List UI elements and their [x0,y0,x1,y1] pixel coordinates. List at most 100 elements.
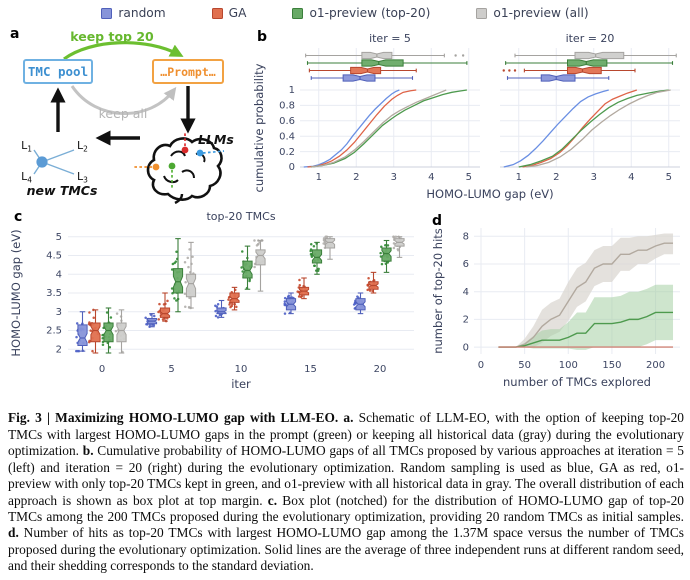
panel-a-letter: a [10,26,20,42]
cdf-curves [503,89,671,168]
brain-icon [134,131,225,204]
cdf-random [503,89,609,168]
svg-text:0: 0 [289,162,295,173]
svg-text:5: 5 [466,172,472,183]
panel-b-ylabel: cumulative probability [252,63,266,192]
box-series-ga [87,271,379,354]
svg-text:0: 0 [99,364,105,375]
panel-a-schematic: keep top 20 keep all TMC pool …Prompt… [21,29,234,204]
legend-label-o1-all: o1-preview (all) [493,6,589,20]
legend-swatch-o1-top20 [292,7,304,19]
cdf-curves [303,89,467,168]
legend-swatch-random [101,7,113,19]
cdf-ga [522,89,638,168]
svg-text:15: 15 [304,364,317,375]
grid [68,236,414,350]
svg-text:0.4: 0.4 [279,131,295,142]
svg-text:5: 5 [666,172,672,183]
figure-caption: Fig. 3 | Maximizing HOMO-LUMO gap with L… [8,410,684,574]
band-o1_top20 [498,284,674,350]
box-series-o1_top20 [101,238,392,354]
svg-text:50: 50 [518,360,531,371]
svg-text:1: 1 [289,85,295,96]
svg-text:5: 5 [56,232,62,243]
subplot-title: iter = 20 [566,32,615,45]
svg-text:0: 0 [478,360,484,371]
legend-item-o1-all: o1-preview (all) [476,6,589,20]
svg-text:3: 3 [391,172,397,183]
svg-text:150: 150 [602,360,621,371]
tmc-pool-label: TMC pool [28,64,88,79]
panel-c-chart: top-20 TMCs HOMO-LUMO gap (eV) iter 2 2.5 3 3.… [9,210,414,391]
panel-d-letter: d [432,213,443,229]
svg-text:2.5: 2.5 [46,326,62,337]
svg-text:20: 20 [374,364,387,375]
box-series-random [75,292,366,353]
mean-line-o1_top20 [498,311,674,348]
cdf-o1_top20 [518,89,669,168]
panel-b-xlabel: HOMO-LUMO gap (eV) [426,187,553,201]
llms-label: LLMs [198,132,234,147]
svg-text:200: 200 [646,360,665,371]
panel-c-xlabel: iter [231,377,251,391]
legend-swatch-ga [211,7,223,19]
keep-all-arrow [70,85,177,115]
cdf-o1_all [526,89,671,168]
panel-c: c top-20 TMCs HOMO-LUMO gap (eV) iter 2 2.5 3… [6,206,430,396]
svg-text:4: 4 [628,172,634,183]
panel-d: d number of top-20 hits number of TMCs ex… [430,206,688,396]
legend-label-o1-top20: o1-preview (top-20) [309,6,431,20]
marginal-boxes [305,51,468,82]
subplot-title: iter = 5 [369,32,411,45]
keep-top-20-label: keep top 20 [70,29,154,44]
cdf-ga [307,89,417,168]
panel-b-chart: cumulative probability HOMO-LUMO gap (eV)… [252,32,680,201]
blue-pin [196,149,204,157]
cdf-random [303,89,400,168]
caption-bold-text: d. [8,525,19,541]
svg-text:0: 0 [463,342,469,353]
keep-all-label: keep all [99,106,148,121]
ligand-label-2: L2 [77,139,88,154]
svg-text:2: 2 [463,315,469,326]
red-pin [181,146,189,154]
mean-line-o1_all [498,242,674,348]
ligand-label-4: L4 [21,170,32,185]
cdf-o1_all [311,89,447,168]
caption-text: Box plot (notched) for the distribution … [8,492,684,524]
keep-top-20-arrow [63,41,184,61]
svg-text:10: 10 [235,364,248,375]
panel-b-letter: b [257,29,268,45]
caption-text: Cumulative probability of HOMO-LUMO gaps… [8,443,684,508]
panel-d-xlabel: number of TMCs explored [503,375,651,389]
green-pin [168,162,176,170]
caption-bold-text: b. [82,443,94,459]
caption-bold-text: c. [267,492,278,508]
figure-legend: random GA o1-preview (top-20) o1-preview… [0,6,690,20]
panel-c-title: top-20 TMCs [206,210,275,223]
svg-text:4.5: 4.5 [46,251,62,262]
caption-bold-text: Fig. 3 | Maximizing HOMO-LUMO gap with L… [8,410,354,426]
panel-c-letter: c [14,209,23,225]
svg-text:1: 1 [516,172,522,183]
legend-item-random: random [101,6,166,20]
caption-text: Number of hits as top-20 TMCs with large… [8,525,684,574]
box-series-o1_all [114,235,405,354]
svg-text:2: 2 [56,344,62,355]
svg-text:3: 3 [56,307,62,318]
svg-text:5: 5 [168,364,174,375]
svg-text:4: 4 [463,287,469,298]
blue-pin-stem [202,150,225,154]
metal-center [36,156,48,168]
mean-lines [498,242,674,348]
caption-text: Schematic of LLM-EO, with the option of … [8,410,684,459]
svg-text:0.8: 0.8 [279,101,295,112]
svg-text:2: 2 [553,172,559,183]
panel-c-ylabel: HOMO-LUMO gap (eV) [9,229,23,356]
ligand-label-1: L1 [21,139,32,154]
new-tmc-glyph: L1 L2 L3 L4 [21,139,88,185]
prompt-box [152,59,224,84]
svg-text:4: 4 [56,269,62,280]
svg-text:6: 6 [463,259,469,270]
svg-text:3.5: 3.5 [46,288,62,299]
